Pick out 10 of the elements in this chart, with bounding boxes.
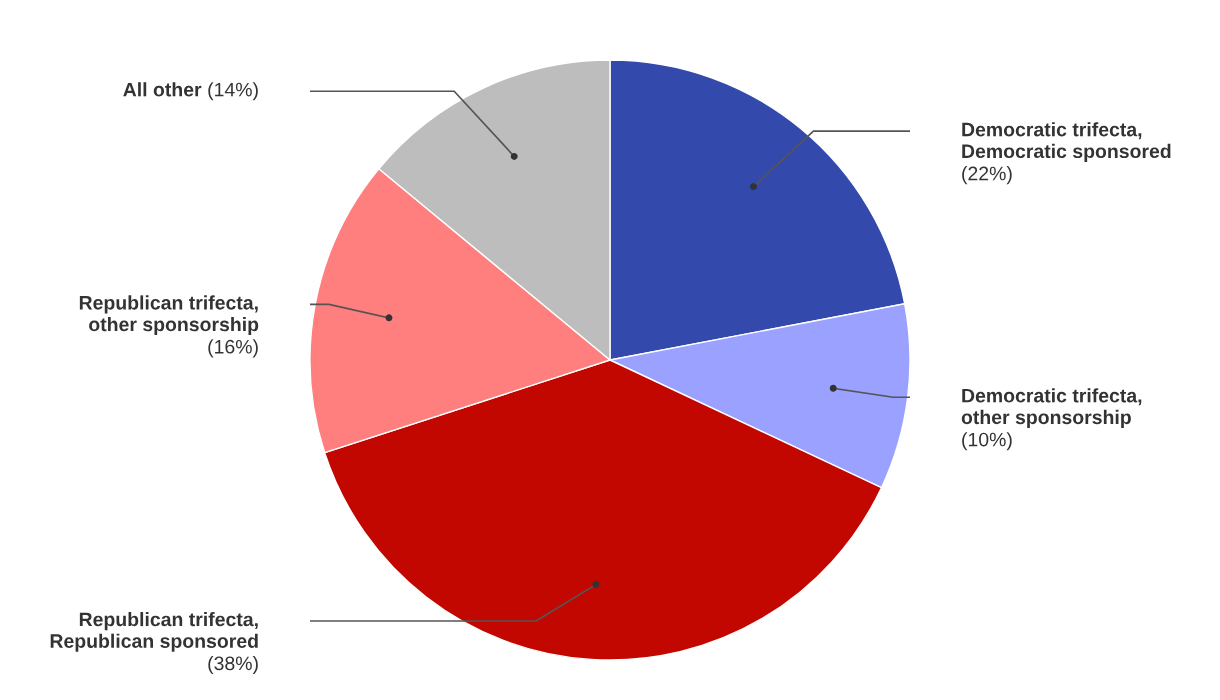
slice-label: Democratic trifecta, other sponsorship (961, 388, 1142, 428)
data-label: (16%) (208, 339, 258, 358)
data-label: (10%) (962, 432, 1012, 451)
data-label: (14%) (208, 82, 258, 101)
data-label: (38%) (208, 655, 258, 675)
slice-label: Republican trifecta, other sponsorship (79, 295, 259, 336)
slice-label: Republican trifecta, Republican sponsored (50, 612, 258, 652)
data-label: (22%) (962, 166, 1012, 185)
slice-label: Democratic trifecta, Democratic sponsored (962, 122, 1171, 162)
slice-label: All other (123, 82, 202, 97)
